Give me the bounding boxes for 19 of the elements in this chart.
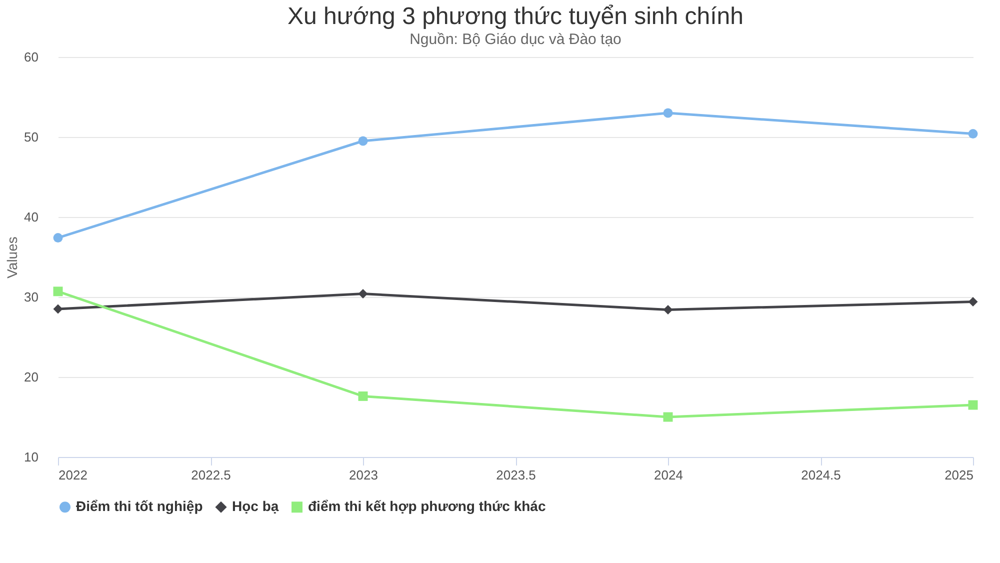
y-tick-label: 10 bbox=[24, 450, 38, 464]
x-tick-label: 2022.5 bbox=[191, 468, 231, 482]
x-tick-label: 2023.5 bbox=[496, 468, 536, 482]
legend-label: điểm thi kết hợp phương thức khác bbox=[308, 498, 546, 514]
x-tick-label: 2022 bbox=[58, 468, 88, 482]
x-tick-label: 2024 bbox=[654, 468, 683, 482]
x-tick-label: 2024.5 bbox=[801, 468, 841, 482]
chart-subtitle: Nguồn: Bộ Giáo dục và Đào tạo bbox=[410, 31, 622, 48]
y-tick-label: 20 bbox=[24, 370, 38, 384]
chart-title: Xu hướng 3 phương thức tuyển sinh chính bbox=[288, 3, 744, 30]
x-tick-label: 2025 bbox=[944, 468, 974, 482]
y-tick-label: 40 bbox=[24, 210, 38, 224]
x-tick-label: 2023 bbox=[349, 468, 378, 482]
y-tick-label: 50 bbox=[24, 130, 38, 144]
y-tick-label: 30 bbox=[24, 290, 38, 304]
legend-label: Điểm thi tốt nghiệp bbox=[76, 498, 203, 514]
y-tick-label: 60 bbox=[24, 50, 38, 64]
legend-label: Học bạ bbox=[232, 498, 279, 514]
y-axis-title: Values bbox=[4, 236, 20, 278]
